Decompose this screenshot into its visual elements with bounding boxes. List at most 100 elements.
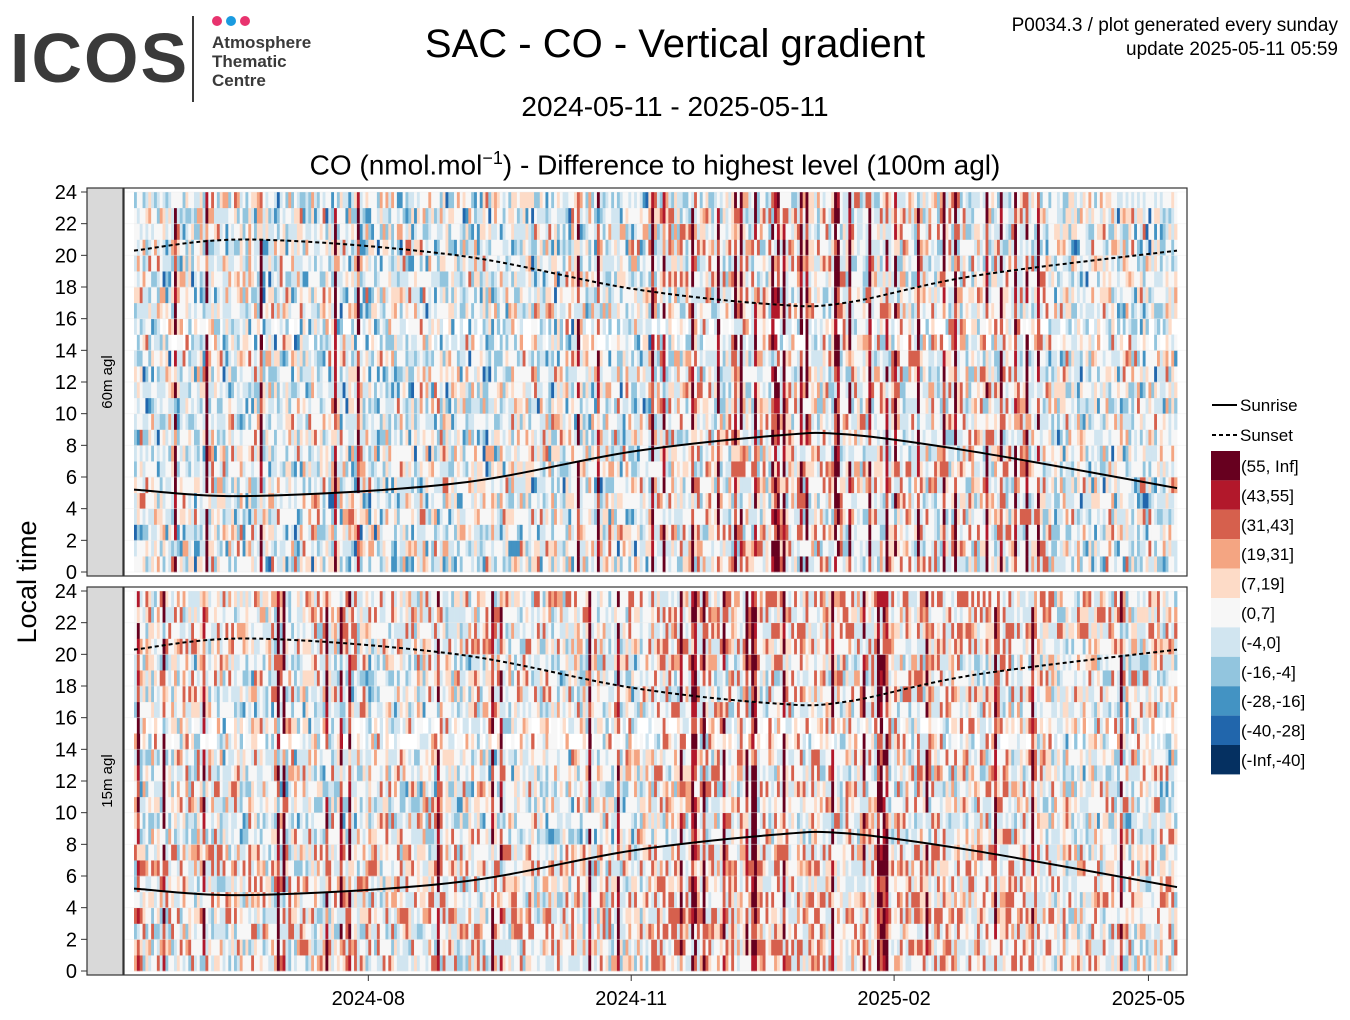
heatmap-cell bbox=[222, 382, 226, 399]
heatmap-cell bbox=[614, 207, 618, 224]
heatmap-cell bbox=[425, 429, 429, 446]
heatmap-cell bbox=[422, 461, 426, 478]
heatmap-cell bbox=[262, 397, 266, 414]
heatmap-cell bbox=[594, 255, 598, 272]
heatmap-cell bbox=[251, 255, 255, 272]
heatmap-cell bbox=[425, 524, 429, 541]
heatmap-cell bbox=[376, 271, 381, 288]
heatmap-cell bbox=[562, 382, 566, 399]
heatmap-cell bbox=[208, 556, 212, 573]
heatmap-cell bbox=[359, 445, 364, 462]
heatmap-cell bbox=[445, 271, 449, 288]
heatmap-cell bbox=[194, 397, 198, 414]
heatmap-cell bbox=[391, 397, 395, 414]
heatmap-cell bbox=[559, 318, 564, 335]
heatmap-cell bbox=[251, 318, 255, 335]
heatmap-cell bbox=[611, 223, 615, 240]
heatmap-cell bbox=[454, 271, 458, 288]
heatmap-cell bbox=[599, 429, 604, 446]
heatmap-cell bbox=[625, 461, 629, 478]
heatmap-cell bbox=[642, 318, 646, 335]
heatmap-cell bbox=[442, 334, 446, 351]
heatmap-cell bbox=[299, 382, 303, 399]
heatmap-cell bbox=[648, 524, 652, 541]
heatmap-cell bbox=[602, 239, 606, 256]
heatmap-cell bbox=[142, 492, 146, 509]
heatmap-cell bbox=[214, 239, 218, 256]
heatmap-cell bbox=[525, 239, 529, 256]
heatmap-cell bbox=[602, 540, 606, 557]
heatmap-cell bbox=[456, 302, 461, 319]
heatmap-cell bbox=[556, 524, 561, 541]
heatmap-cell bbox=[705, 429, 709, 446]
heatmap-cell bbox=[705, 223, 709, 240]
heatmap-cell bbox=[231, 461, 235, 478]
heatmap-cell bbox=[316, 540, 321, 557]
heatmap-cell bbox=[634, 382, 638, 399]
heatmap-cell bbox=[336, 302, 341, 319]
heatmap-cell bbox=[571, 492, 575, 509]
heatmap-cell bbox=[402, 429, 406, 446]
heatmap-cell bbox=[394, 508, 398, 525]
heatmap-cell bbox=[174, 382, 178, 399]
heatmap-cell bbox=[636, 223, 641, 240]
heatmap-cell bbox=[245, 302, 249, 319]
heatmap-cell bbox=[165, 223, 169, 240]
heatmap-cell bbox=[634, 461, 638, 478]
heatmap-cell bbox=[714, 350, 718, 367]
heatmap-cell bbox=[314, 350, 318, 367]
heatmap-cell bbox=[545, 382, 549, 399]
heatmap-cell bbox=[474, 508, 478, 525]
heatmap-cell bbox=[599, 397, 604, 414]
heatmap-cell bbox=[605, 350, 609, 367]
heatmap-cell bbox=[299, 334, 303, 351]
heatmap-cell bbox=[142, 271, 146, 288]
heatmap-cell bbox=[391, 223, 395, 240]
heatmap-cell bbox=[502, 192, 506, 209]
heatmap-cell bbox=[225, 271, 229, 288]
heatmap-cell bbox=[265, 334, 269, 351]
heatmap-cell bbox=[474, 366, 478, 383]
heatmap-cell bbox=[608, 318, 612, 335]
heatmap-cell bbox=[556, 413, 561, 430]
heatmap-cell bbox=[456, 524, 461, 541]
heatmap-cell bbox=[182, 461, 186, 478]
heatmap-cell bbox=[236, 239, 241, 256]
heatmap-cell bbox=[154, 366, 158, 383]
heatmap-cell bbox=[419, 477, 424, 494]
heatmap-cell bbox=[245, 287, 249, 304]
heatmap-cell bbox=[516, 508, 521, 525]
heatmap-cell bbox=[194, 334, 198, 351]
heatmap-cell bbox=[725, 271, 729, 288]
heatmap-cell bbox=[471, 302, 475, 319]
heatmap-cell bbox=[291, 397, 295, 414]
heatmap-cell bbox=[259, 287, 263, 304]
heatmap-cell bbox=[268, 223, 272, 240]
heatmap-cell bbox=[528, 477, 532, 494]
heatmap-cell bbox=[456, 382, 461, 399]
heatmap-cell bbox=[308, 287, 312, 304]
heatmap-cell bbox=[534, 192, 538, 209]
heatmap-cell bbox=[299, 540, 303, 557]
heatmap-cell bbox=[599, 271, 604, 288]
heatmap-cell bbox=[445, 508, 449, 525]
heatmap-cell bbox=[734, 207, 738, 224]
heatmap-cell bbox=[554, 207, 558, 224]
heatmap-cell bbox=[605, 429, 609, 446]
heatmap-cell bbox=[179, 556, 183, 573]
heatmap-cell bbox=[471, 461, 475, 478]
heatmap-cell bbox=[711, 382, 715, 399]
heatmap-cell bbox=[391, 477, 395, 494]
heatmap-cell bbox=[296, 540, 301, 557]
heatmap-cell bbox=[454, 350, 458, 367]
heatmap-cell bbox=[556, 477, 561, 494]
heatmap-cell bbox=[211, 382, 215, 399]
heatmap-cell bbox=[136, 445, 141, 462]
heatmap-cell bbox=[234, 192, 238, 209]
heatmap-cell bbox=[139, 540, 143, 557]
heatmap-cell bbox=[402, 413, 406, 430]
heatmap-cell bbox=[619, 540, 624, 557]
heatmap-cell bbox=[696, 192, 701, 209]
heatmap-cell bbox=[216, 287, 221, 304]
heatmap-cell bbox=[676, 445, 681, 462]
